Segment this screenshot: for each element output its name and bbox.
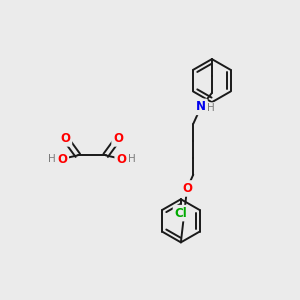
Text: H: H: [48, 154, 55, 164]
Text: H: H: [128, 154, 136, 164]
Text: H: H: [207, 103, 215, 113]
Text: O: O: [60, 132, 70, 145]
Text: O: O: [57, 153, 67, 166]
Text: Cl: Cl: [175, 207, 187, 220]
Text: O: O: [182, 182, 192, 195]
Text: N: N: [196, 100, 206, 113]
Text: O: O: [113, 132, 123, 145]
Text: O: O: [116, 153, 126, 166]
